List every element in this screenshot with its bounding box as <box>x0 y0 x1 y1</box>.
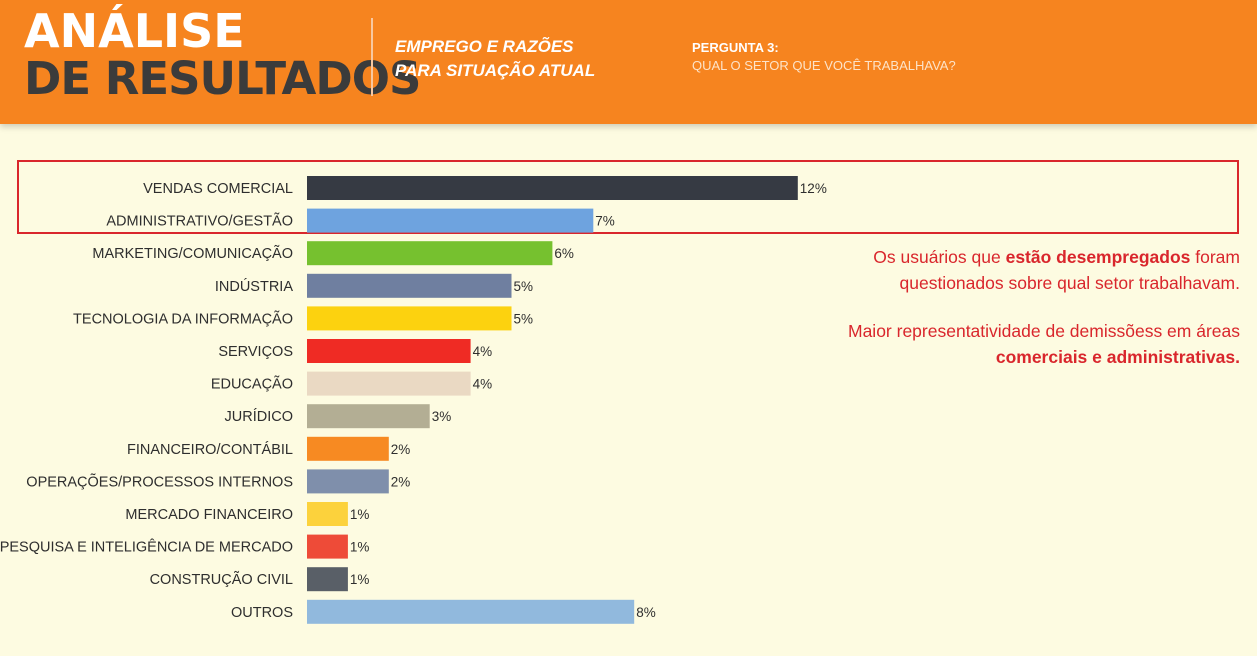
category-label: FINANCEIRO/CONTÁBIL <box>127 441 293 458</box>
value-label: 1% <box>350 540 370 555</box>
bar <box>307 404 430 429</box>
category-label: MARKETING/COMUNICAÇÃO <box>92 245 293 262</box>
bar <box>307 599 635 624</box>
bar <box>307 241 553 266</box>
header-divider <box>371 18 373 96</box>
bar <box>307 208 594 233</box>
note-text: Maior representatividade de demissõess e… <box>848 321 1240 341</box>
bar <box>307 502 348 526</box>
category-label: PESQUISA E INTELIGÊNCIA DE MERCADO <box>0 539 293 556</box>
bar <box>307 371 471 396</box>
bar <box>307 469 389 494</box>
note-paragraph-1: Os usuários que estão desempregados fora… <box>820 244 1240 296</box>
highlight-box <box>17 160 1239 234</box>
bar <box>307 273 512 298</box>
value-label: 7% <box>595 214 615 229</box>
value-label: 4% <box>473 377 493 392</box>
question-block: PERGUNTA 3: QUAL O SETOR QUE VOCÊ TRABAL… <box>692 39 956 75</box>
bar <box>307 339 471 363</box>
title-line-2: DE RESULTADOS <box>24 52 421 105</box>
category-label: TECNOLOGIA DA INFORMAÇÃO <box>73 310 293 327</box>
note-bold-text: estão desempregados <box>1005 247 1191 267</box>
category-label: MERCADO FINANCEIRO <box>125 507 293 523</box>
value-label: 3% <box>432 409 452 424</box>
note-text: Os usuários que <box>873 247 1006 267</box>
header-banner: ANÁLISE DE RESULTADOS EMPREGO E RAZÕES P… <box>0 0 1257 124</box>
title-line-1: ANÁLISE <box>24 4 245 58</box>
category-label: CONSTRUÇÃO CIVIL <box>150 571 293 588</box>
subtitle-line-2: PARA SITUAÇÃO ATUAL <box>395 61 596 80</box>
category-label: ADMINISTRATIVO/GESTÃO <box>106 213 293 230</box>
value-label: 4% <box>473 344 493 359</box>
category-label: JURÍDICO <box>225 408 293 425</box>
subtitle-line-1: EMPREGO E RAZÕES <box>395 37 574 56</box>
bar <box>307 567 348 592</box>
category-label: SERVIÇOS <box>218 344 293 360</box>
question-number: PERGUNTA 3: <box>692 40 779 55</box>
category-label: OUTROS <box>231 605 293 621</box>
bar <box>307 176 798 200</box>
value-label: 1% <box>350 507 370 522</box>
annotation-note: Os usuários que estão desempregados fora… <box>820 244 1240 370</box>
category-label: INDÚSTRIA <box>215 278 293 295</box>
value-label: 12% <box>800 181 827 196</box>
note-bold-text: comerciais e administrativas. <box>995 347 1240 367</box>
value-label: 2% <box>391 474 411 489</box>
bar <box>307 534 348 559</box>
question-text: QUAL O SETOR QUE VOCÊ TRABALHAVA? <box>692 58 956 73</box>
value-label: 1% <box>350 572 370 587</box>
value-label: 8% <box>636 605 656 620</box>
category-label: OPERAÇÕES/PROCESSOS INTERNOS <box>26 473 293 490</box>
note-paragraph-2: Maior representatividade de demissõess e… <box>820 318 1240 370</box>
category-label: VENDAS COMERCIAL <box>143 181 293 197</box>
value-label: 6% <box>554 246 574 261</box>
section-subtitle: EMPREGO E RAZÕES PARA SITUAÇÃO ATUAL <box>395 35 595 83</box>
value-label: 5% <box>514 311 534 326</box>
page-title: ANÁLISE DE RESULTADOS <box>24 4 421 105</box>
note-text: foram questionados sobre qual setor trab… <box>899 247 1241 293</box>
category-label: EDUCAÇÃO <box>211 376 293 393</box>
value-label: 2% <box>391 442 411 457</box>
bar <box>307 436 389 461</box>
value-label: 5% <box>514 279 534 294</box>
bar <box>307 306 512 331</box>
